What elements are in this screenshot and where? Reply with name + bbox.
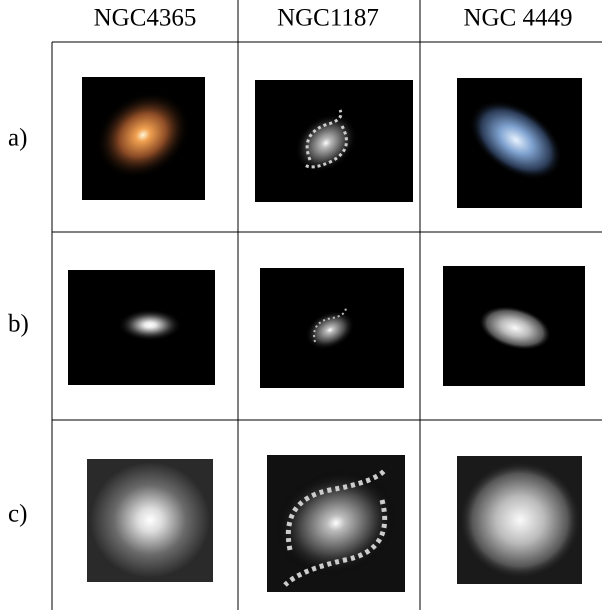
row-label: a) — [8, 125, 27, 152]
column-header: NGC4365 — [94, 5, 197, 32]
row-label: c) — [8, 501, 27, 528]
galaxy-image — [68, 270, 215, 385]
row-label: b) — [8, 311, 29, 338]
galaxy-image — [260, 268, 404, 388]
galaxy-image — [255, 80, 413, 202]
column-header: NGC 4449 — [463, 5, 572, 32]
galaxy-figure: NGC4365 NGC1187 NGC 4449 a) b) c) — [0, 0, 602, 610]
galaxy-image — [455, 78, 582, 208]
galaxy-image — [457, 456, 582, 584]
galaxy-image — [443, 266, 585, 386]
galaxy-image — [87, 459, 213, 582]
galaxy-image — [260, 453, 412, 593]
column-header: NGC1187 — [277, 5, 379, 32]
galaxy-image — [79, 74, 207, 200]
